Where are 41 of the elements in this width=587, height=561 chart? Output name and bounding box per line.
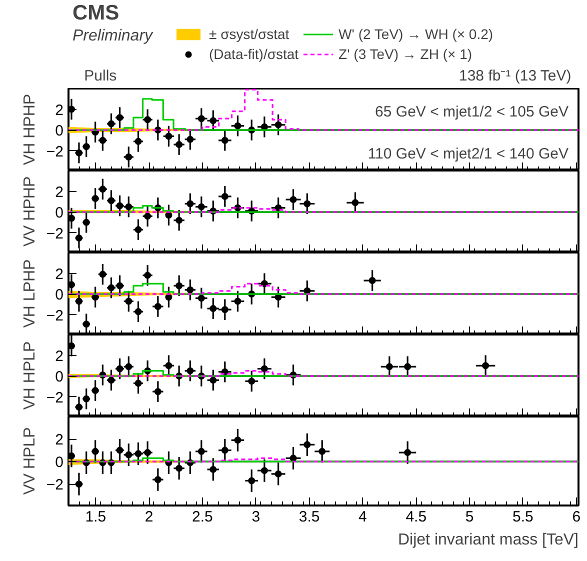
y-tick-label: −2 (46, 225, 64, 242)
y-tick-label: 0 (55, 122, 64, 140)
x-tick-label: 2 (144, 508, 154, 526)
y-tick-label: −2 (46, 143, 64, 160)
y-tick-label: 2 (55, 266, 64, 283)
y-tick-label: 0 (55, 204, 64, 222)
y-tick-label: 2 (55, 432, 64, 449)
y-tick-label: 2 (55, 102, 64, 119)
legend-label: Z' (3 TeV) → ZH (× 1) (338, 46, 472, 62)
text: 138 fb⁻¹ (13 TeV) (458, 68, 572, 84)
x-tick-label: 3 (252, 508, 260, 526)
y-tick-label: −2 (46, 307, 64, 324)
y-tick-label: −2 (46, 389, 64, 406)
y-tick-label: 0 (55, 368, 64, 386)
x-tick-label: 2.5 (192, 508, 213, 526)
y-tick-label: 2 (55, 348, 64, 365)
y-axis-title: VH HPLP (21, 341, 38, 410)
x-tick-label: 6 (572, 508, 581, 526)
text: Pulls (84, 68, 117, 84)
y-tick-label: 0 (55, 454, 64, 472)
chart-title: CMS (72, 2, 120, 24)
y-axis-title: VV HPHP (21, 176, 38, 247)
y-axis-title: VH HPHP (21, 94, 38, 166)
annotation: 65 GeV < mjet1/2 < 105 GeV (375, 104, 569, 120)
chart-subtitle: Preliminary (72, 28, 154, 44)
legend-label: (Data-fit)/σstat (209, 46, 299, 62)
y-tick-label: −2 (46, 476, 64, 494)
y-axis-title: VH LPHP (21, 259, 38, 328)
x-tick-label: 5 (465, 508, 474, 526)
x-axis-title: Dijet invariant mass [TeV] (398, 532, 579, 548)
x-tick-label: 3.5 (298, 508, 320, 526)
y-axis-title: VV HPLP (21, 427, 38, 495)
legend-label: W' (2 TeV) → WH (× 0.2) (338, 26, 494, 42)
annotation: 110 GeV < mjet2/1 < 140 GeV (368, 146, 569, 162)
x-tick-label: 4.5 (406, 508, 427, 526)
y-tick-label: 0 (55, 286, 64, 304)
legend-label: ± σsyst/σstat (209, 26, 290, 42)
x-tick-label: 5.5 (512, 508, 534, 526)
x-tick-label: 1.5 (85, 508, 106, 526)
y-tick-label: 2 (55, 184, 64, 201)
x-tick-label: 4 (358, 508, 367, 526)
